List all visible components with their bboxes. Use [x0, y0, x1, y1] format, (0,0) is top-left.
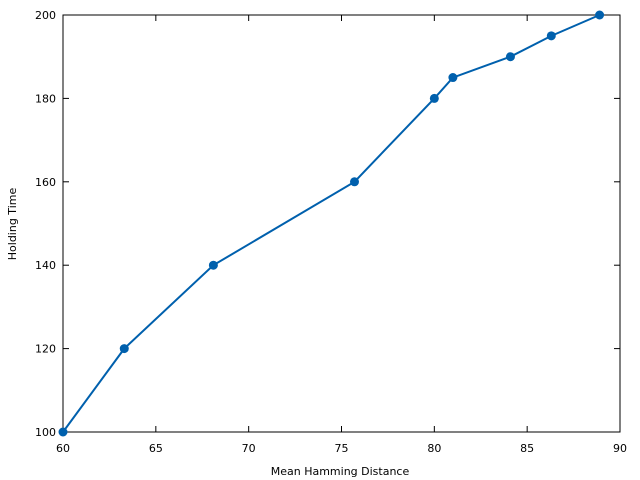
line [62, 14, 600, 433]
y-tick-label: 180 [35, 92, 56, 105]
y-axis-label: Holding Time [6, 188, 19, 261]
point [119, 344, 129, 354]
point [448, 73, 458, 83]
x-tick-label: 80 [427, 442, 441, 455]
plot-frame [62, 14, 621, 433]
point [546, 31, 556, 41]
y-tick-label: 120 [35, 343, 56, 356]
x-tick-label: 65 [149, 442, 163, 455]
x-tick-label: 60 [56, 442, 70, 455]
x-axis-label: Mean Hamming Distance [271, 465, 410, 478]
x-tick-label: 90 [613, 442, 627, 455]
x-tick-label: 85 [520, 442, 534, 455]
point [349, 177, 359, 187]
y-tick-label: 100 [35, 426, 56, 439]
point [58, 427, 68, 437]
point [505, 52, 515, 62]
point [595, 10, 605, 20]
x-tick-label: 70 [242, 442, 256, 455]
x-tick-label: 75 [335, 442, 349, 455]
point [208, 260, 218, 270]
y-tick-label: 140 [35, 259, 56, 272]
y-tick-label: 200 [35, 9, 56, 22]
y-tick-label: 160 [35, 176, 56, 189]
point [429, 93, 439, 103]
